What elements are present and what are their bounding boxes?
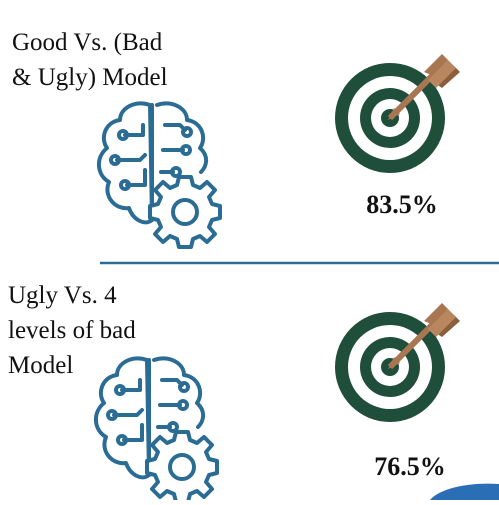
brain-icon [93,356,219,504]
corner-logo [430,483,499,500]
section-title: Good Vs. (Bad [12,29,163,56]
accuracy: 83.5% [366,190,438,219]
section-title: levels of bad [8,317,136,344]
brain-icon [96,101,222,249]
section-title: Model [8,352,73,379]
section-title: & Ugly) Model [12,64,168,91]
target-icon [335,54,460,173]
target-icon [335,303,460,422]
accuracy: 76.5% [374,452,446,481]
section-title: Ugly Vs. 4 [8,282,117,309]
